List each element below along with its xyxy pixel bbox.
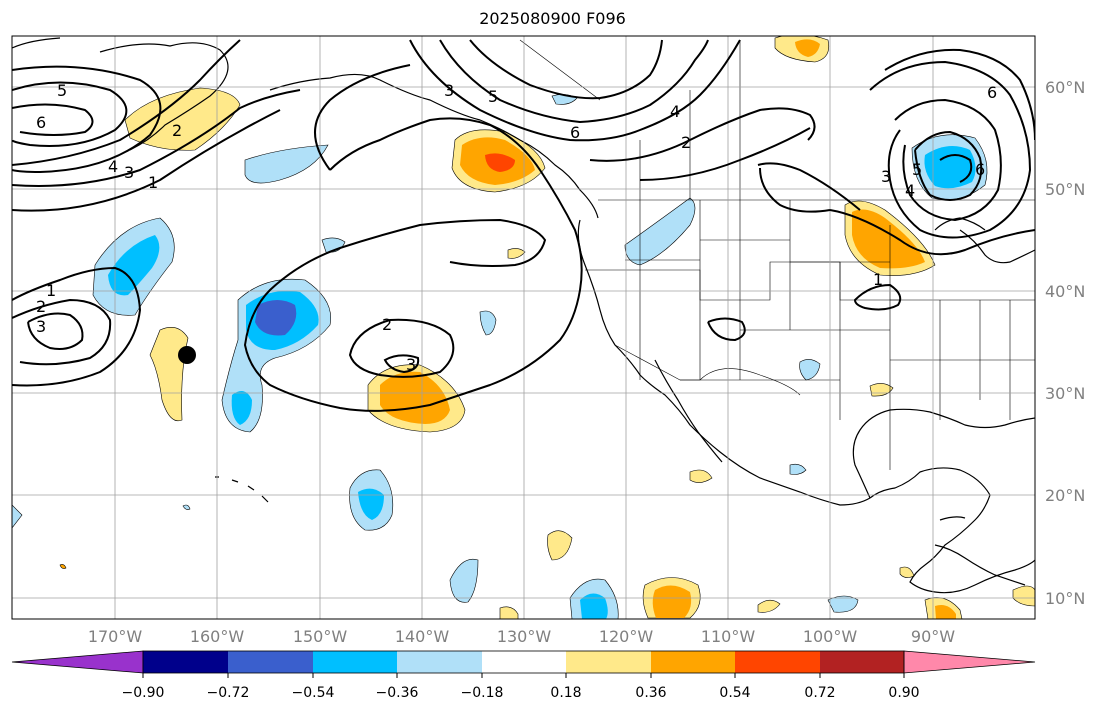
colorbar-segment xyxy=(228,651,313,673)
lon-label: 170°W xyxy=(88,627,143,646)
contour-label: 6 xyxy=(570,123,580,142)
contour-label: 2 xyxy=(681,133,691,152)
latitude-labels: 60°N 50°N 40°N 30°N 20°N 10°N xyxy=(1045,78,1085,608)
graticule xyxy=(12,36,1035,619)
colorbar-segment xyxy=(143,651,228,673)
colorbar-low-extension xyxy=(11,650,144,674)
contour-label: 1 xyxy=(46,281,56,300)
colorbar-segment xyxy=(735,651,820,673)
colorbar-tick-label: −0.54 xyxy=(292,685,335,701)
positive-anomaly-small-1 xyxy=(149,327,189,422)
contour-label: 3 xyxy=(881,167,891,186)
colorbar-segment xyxy=(313,651,397,673)
contour-label: 6 xyxy=(975,160,985,179)
contour-label: 4 xyxy=(108,157,118,176)
colorbar-tick-label: −0.18 xyxy=(461,685,504,701)
lon-label: 90°W xyxy=(911,627,955,646)
colorbar-segment xyxy=(482,651,566,673)
colorbar-tick-label: 0.18 xyxy=(550,685,581,701)
negative-anomaly-north xyxy=(244,144,329,184)
colorbar-tick-label: 0.72 xyxy=(804,685,835,701)
contour-lines xyxy=(12,39,1035,412)
contour-label-layer: 5 6 4 3 2 1 1 2 3 2 3 3 5 6 2 4 6 3 4 5 … xyxy=(36,81,997,374)
lon-label: 160°W xyxy=(190,627,245,646)
colorbar-segment xyxy=(820,651,904,673)
contour-label: 1 xyxy=(873,270,883,289)
lat-label: 20°N xyxy=(1045,486,1085,505)
contour-label: 2 xyxy=(382,315,392,334)
colorbar-segment xyxy=(397,651,482,673)
location-marker xyxy=(178,346,196,364)
colorbar-frame xyxy=(142,650,905,674)
colorbar-tick-label: −0.90 xyxy=(122,685,165,701)
lon-label: 100°W xyxy=(803,627,858,646)
land-outlines xyxy=(12,37,1035,594)
lon-label: 110°W xyxy=(701,627,756,646)
map-title: 2025080900 F096 xyxy=(479,9,626,28)
lat-label: 40°N xyxy=(1045,282,1085,301)
contour-label: 3 xyxy=(124,163,134,182)
contour-label: 5 xyxy=(57,81,67,100)
contour-label: 2 xyxy=(36,297,46,316)
colorbar-ticks xyxy=(142,673,905,678)
colorbar-high-extension xyxy=(903,650,1036,674)
colorbar-tick-label: 0.90 xyxy=(888,685,919,701)
colorbar-tick-label: 0.36 xyxy=(635,685,666,701)
lat-label: 30°N xyxy=(1045,384,1085,403)
contour-label: 5 xyxy=(912,160,922,179)
contour-label: 6 xyxy=(36,113,46,132)
lon-label: 130°W xyxy=(497,627,552,646)
lon-label: 120°W xyxy=(599,627,654,646)
lat-label: 50°N xyxy=(1045,180,1085,199)
contour-label: 5 xyxy=(488,87,498,106)
contour-label: 4 xyxy=(670,102,680,121)
colorbar-tick-label: 0.54 xyxy=(719,685,750,701)
lat-label: 10°N xyxy=(1045,589,1085,608)
map-frame xyxy=(11,35,1036,620)
contour-label: 2 xyxy=(172,121,182,140)
lon-label: 140°W xyxy=(395,627,450,646)
lat-label: 60°N xyxy=(1045,78,1085,97)
colorbar-tick-label: −0.72 xyxy=(207,685,250,701)
contour-label: 3 xyxy=(444,81,454,100)
lon-label: 150°W xyxy=(293,627,348,646)
colorbar-segment xyxy=(651,651,735,673)
contour-label: 6 xyxy=(987,83,997,102)
political-boundaries xyxy=(519,39,1035,470)
contour-label: 1 xyxy=(148,173,158,192)
contour-label: 3 xyxy=(36,317,46,336)
colorbar: −0.90 −0.72 −0.54 −0.36 −0.18 0.18 0.36 … xyxy=(11,650,1036,701)
contour-label: 3 xyxy=(406,355,416,374)
colorbar-segment xyxy=(566,651,651,673)
longitude-labels: 170°W 160°W 150°W 140°W 130°W 120°W 110°… xyxy=(88,627,955,646)
colorbar-tick-label: −0.36 xyxy=(376,685,419,701)
shaded-fields xyxy=(12,36,1035,619)
contour-label: 4 xyxy=(905,181,915,200)
